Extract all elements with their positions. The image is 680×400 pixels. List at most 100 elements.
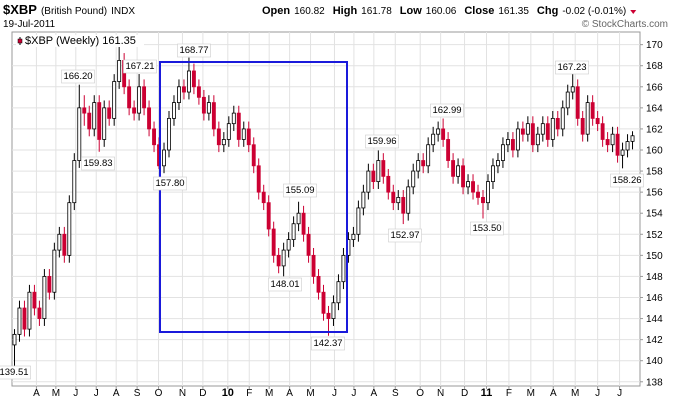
candle-body <box>32 291 37 309</box>
annotation: 142.37 <box>313 338 342 349</box>
candle-body <box>496 160 500 167</box>
x-tick-label: J <box>332 388 337 399</box>
annotation: 167.21 <box>125 61 154 72</box>
candle-body <box>211 102 216 130</box>
candle-body <box>351 233 356 240</box>
date: 19-Jul-2011 <box>3 19 56 30</box>
candle-body <box>186 70 191 93</box>
candle-body <box>92 102 97 130</box>
candle-body <box>426 144 431 167</box>
candle-body <box>486 181 490 204</box>
x-tick-label: M <box>527 388 535 399</box>
header-title: $XBP (British Pound) INDX <box>3 2 135 17</box>
x-tick-label: 10 <box>222 387 234 399</box>
candle-body <box>411 170 416 188</box>
candle-body <box>286 239 291 251</box>
highlight-box <box>159 61 348 333</box>
candle-body <box>256 165 261 193</box>
candle-body <box>406 186 411 214</box>
y-tick-label: 156 <box>646 188 663 199</box>
quote-value: 160.82 <box>294 6 325 17</box>
candle-body <box>590 102 595 119</box>
x-tick-label: A <box>33 388 40 399</box>
annotation: 162.99 <box>432 105 461 116</box>
annotation-bg <box>470 221 504 236</box>
x-tick-label: S <box>134 388 141 399</box>
quote-label: Chg <box>537 5 558 17</box>
candle-body <box>510 139 515 151</box>
quote: Open 160.82 High 161.78 Low 160.06 Close 161.35… <box>262 5 626 17</box>
candle-body <box>241 128 246 140</box>
candle-body <box>261 191 266 204</box>
candle-body <box>226 123 231 140</box>
candle-body <box>461 165 466 188</box>
candle-body <box>476 191 480 198</box>
candle-body <box>191 70 196 88</box>
candle-body <box>142 86 147 109</box>
x-tick-label: D <box>461 388 468 399</box>
candle-body <box>266 202 271 230</box>
symbol: $XBP <box>3 2 37 17</box>
security-name: (British Pound) <box>41 6 107 17</box>
candles <box>12 41 635 366</box>
candle-body <box>580 117 585 135</box>
candle-body <box>271 228 276 256</box>
annotation: 158.26 <box>612 175 641 186</box>
annotation-bg <box>0 365 31 380</box>
candle-body <box>182 86 186 93</box>
candle-body <box>451 160 456 177</box>
x-tick-label: N <box>179 388 186 399</box>
y-tick-label: 166 <box>646 82 663 93</box>
candle-body <box>436 128 441 135</box>
candle-body <box>341 254 346 283</box>
quote-label: Low <box>400 5 422 17</box>
y-tick-label: 162 <box>646 124 663 135</box>
candle-body <box>371 170 376 183</box>
y-tick-label: 152 <box>646 230 663 241</box>
x-tick-label: S <box>392 388 399 399</box>
annotation-bg <box>610 173 644 188</box>
candle-body <box>605 139 610 146</box>
x-tick-label: F <box>246 388 252 399</box>
change-arrow <box>630 10 637 14</box>
candle-body <box>336 281 341 304</box>
x-tick-label: J <box>617 388 622 399</box>
candle-body <box>610 133 615 146</box>
annotation-bg <box>153 176 187 191</box>
x-tick-label: F <box>506 388 512 399</box>
candle-body <box>306 233 311 256</box>
candle-body <box>550 117 555 140</box>
annotation-bg <box>61 69 95 84</box>
x-tick-label: J <box>94 388 99 399</box>
x-tick-label: 11 <box>481 387 493 399</box>
plot-frame <box>11 31 641 387</box>
candle-body <box>376 160 381 183</box>
annotation: 159.83 <box>83 158 112 169</box>
y-tick-label: 158 <box>646 167 663 178</box>
x-tick-label: M <box>265 388 273 399</box>
candle-body <box>570 86 575 93</box>
annotation-bg <box>365 134 399 149</box>
candle-body <box>62 233 67 256</box>
candle-body <box>481 197 485 204</box>
candle-body <box>117 60 122 82</box>
candle-body <box>466 181 470 188</box>
candle-body <box>196 86 201 98</box>
candle-body <box>326 312 331 319</box>
candle-body <box>505 139 510 146</box>
candle-body <box>515 128 520 151</box>
candle-body <box>17 307 22 335</box>
candle-body <box>236 112 241 140</box>
annotation-bg <box>311 336 345 351</box>
legend: $XBP (Weekly) 161.35 <box>16 35 144 47</box>
quote-label: Open <box>262 5 290 17</box>
candle-body <box>97 102 102 140</box>
annotation-bg <box>123 59 157 74</box>
candle-body <box>102 107 107 140</box>
candle-body <box>456 165 461 177</box>
candle-body <box>296 212 301 225</box>
candle-body <box>251 144 256 167</box>
annotation: 166.20 <box>63 71 92 82</box>
candle-body <box>555 117 560 130</box>
candle-body <box>525 123 530 135</box>
